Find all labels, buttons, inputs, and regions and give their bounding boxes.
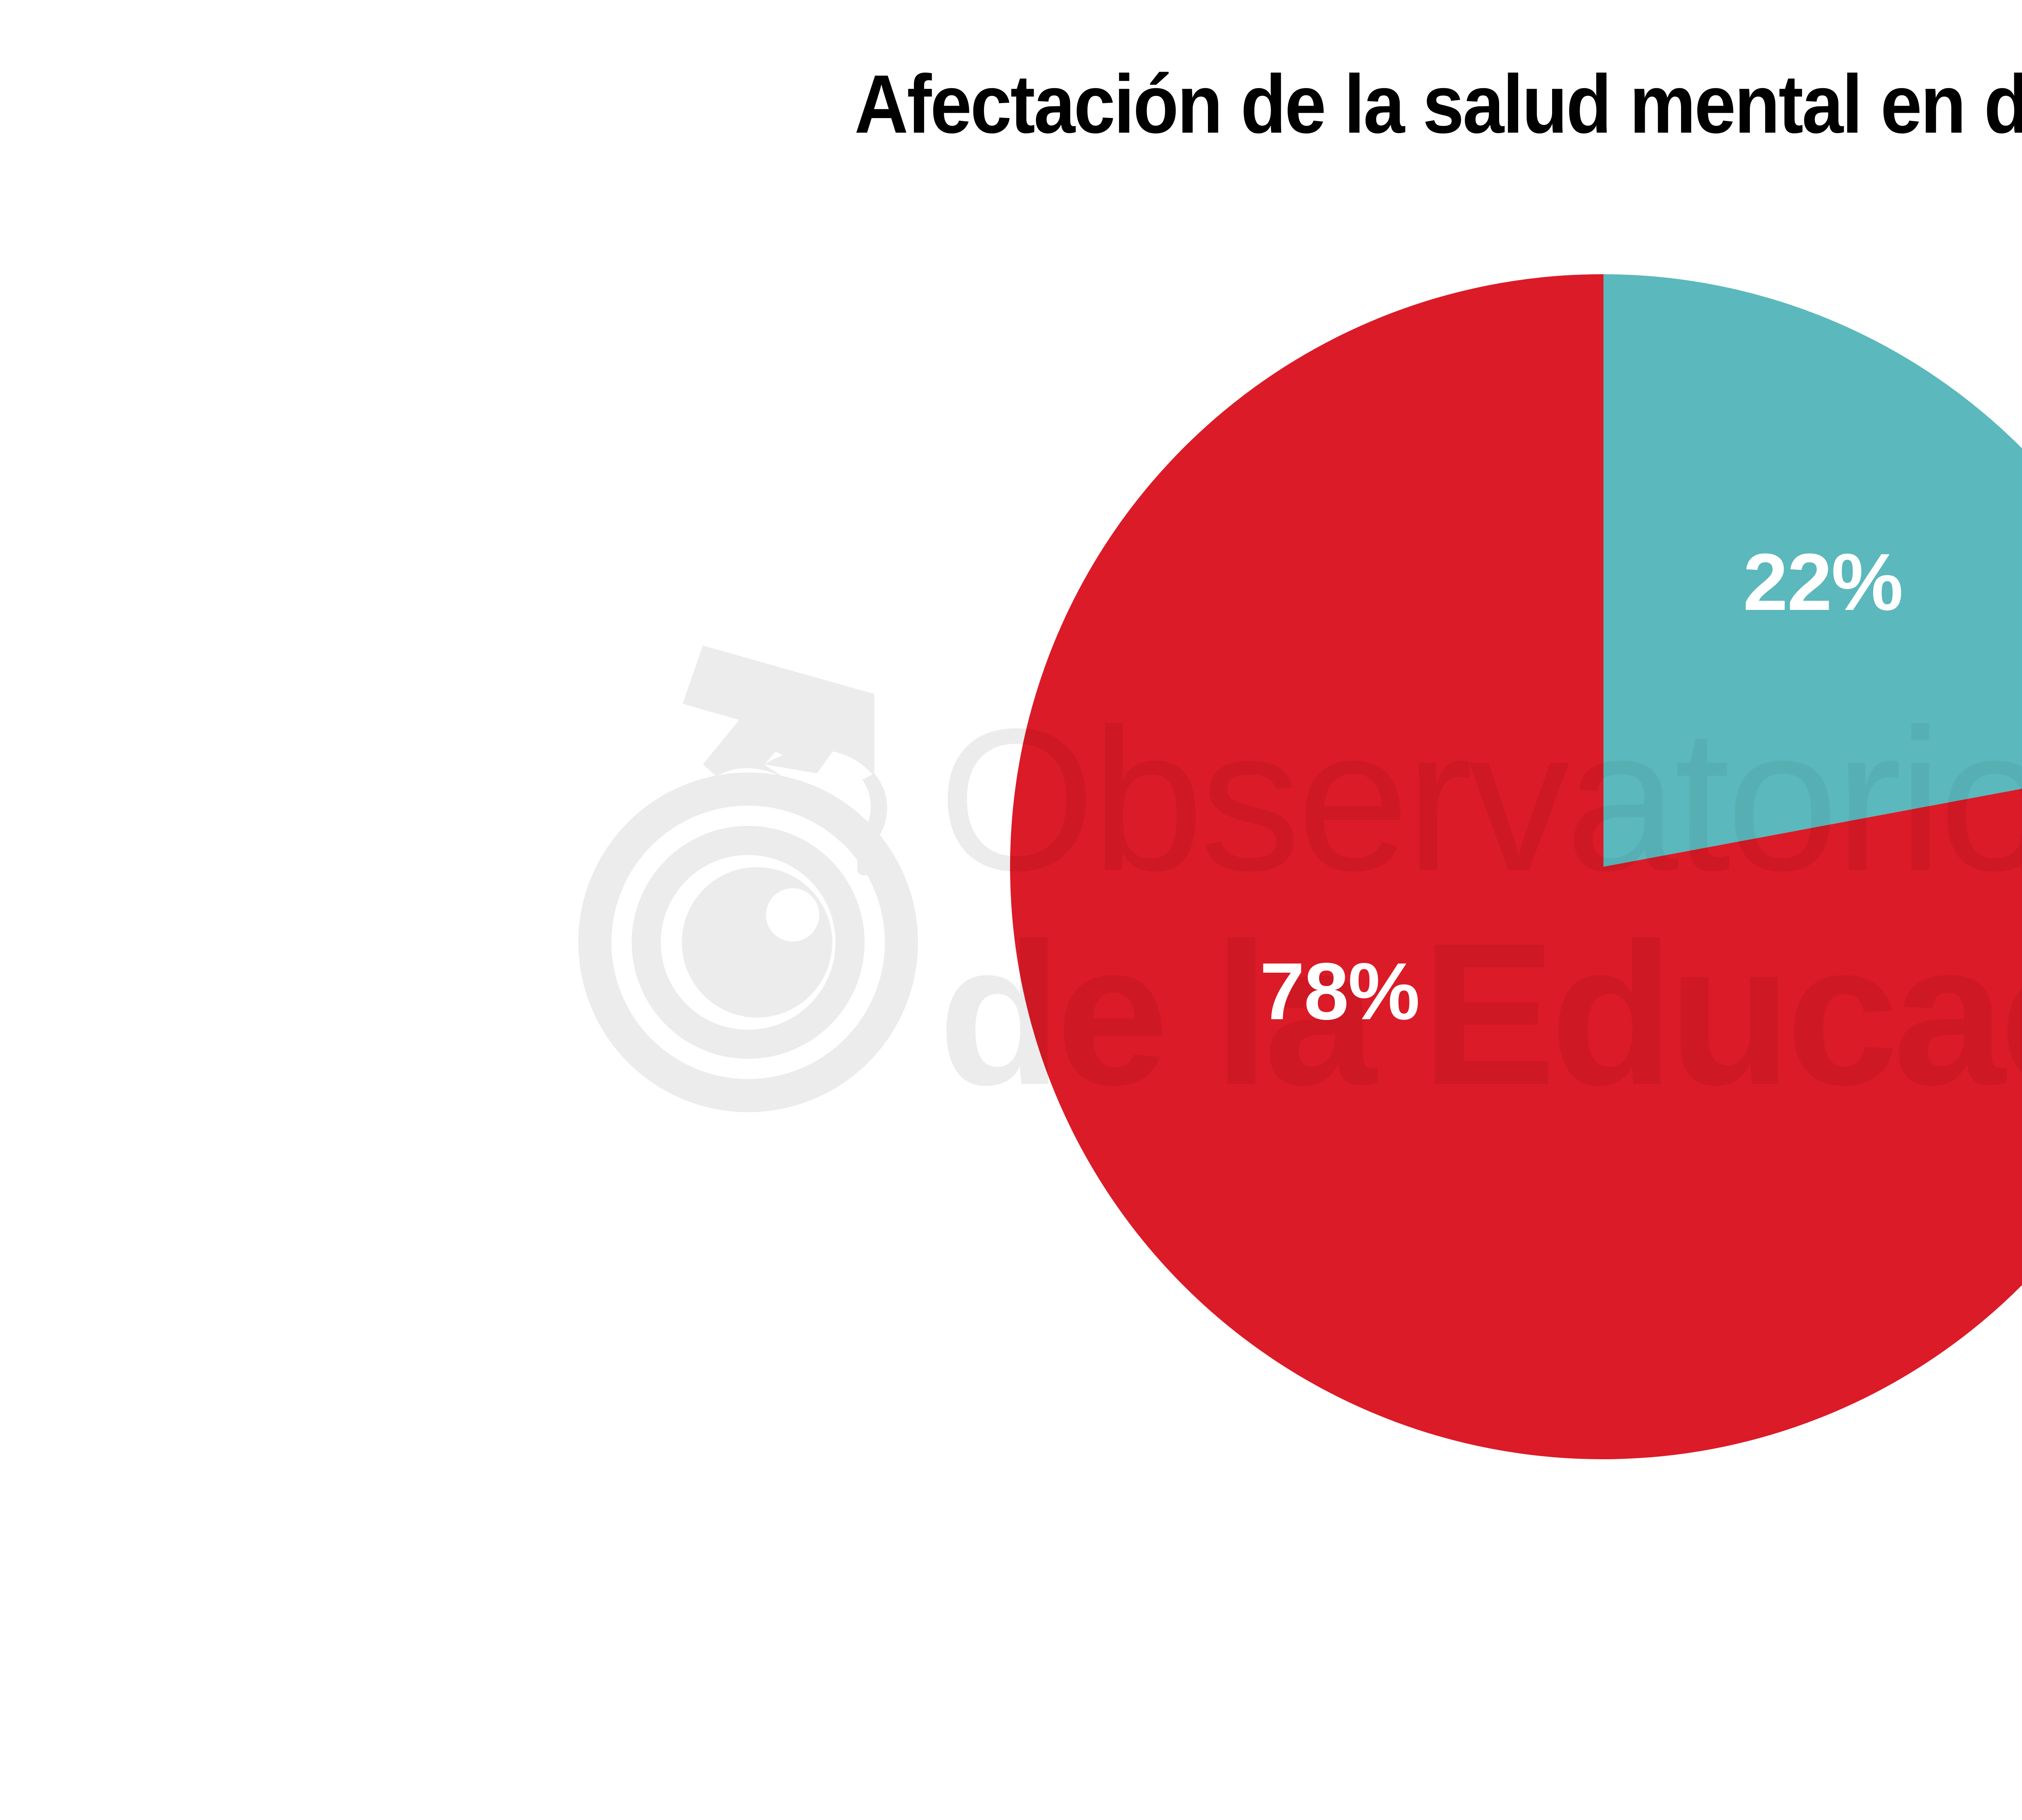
pie-slice-red [1010,274,2022,1459]
page-title: Afectación de la salud mental en docente… [854,58,2022,150]
pie-label-red: 78% [1260,946,1420,1037]
pie-label-teal: 22% [1743,537,1903,627]
svg-text:de la Educación: de la Educación [938,901,2022,1127]
pie-chart: Observatorio de la Educación Observatori… [1010,274,2022,1459]
pie-slice-teal [1603,274,2022,867]
